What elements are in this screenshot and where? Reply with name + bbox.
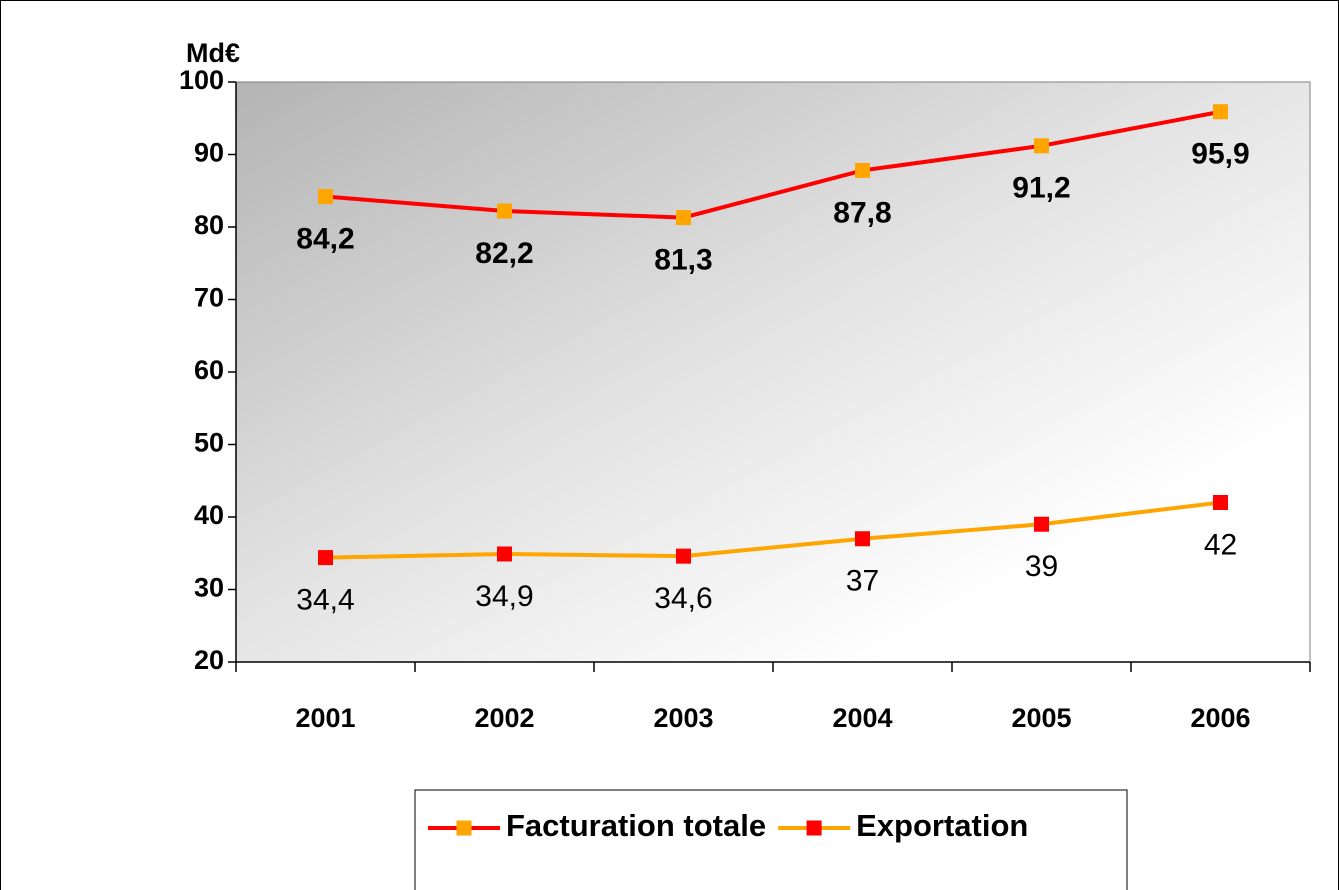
y-tick-label: 90 (194, 138, 224, 168)
plot-area (235, 81, 1311, 663)
data-label: 84,2 (296, 222, 354, 255)
data-point (318, 189, 333, 205)
data-label: 81,3 (654, 243, 712, 276)
x-tick-label: 2005 (1011, 703, 1071, 733)
data-label: 37 (846, 565, 879, 598)
data-label: 34,6 (654, 582, 712, 615)
data-label: 39 (1025, 550, 1058, 583)
data-point (676, 548, 691, 564)
data-point (1213, 495, 1228, 510)
data-point (855, 162, 870, 178)
x-tick-label: 2002 (474, 703, 534, 733)
legend-label: Exportation (856, 808, 1028, 843)
y-tick-label: 40 (194, 500, 224, 530)
data-label: 42 (1204, 528, 1237, 561)
legend-marker (806, 820, 822, 836)
legend-label: Facturation totale (506, 808, 766, 843)
y-tick-label: 70 (194, 283, 224, 313)
x-tick-label: 2001 (295, 703, 355, 733)
y-tick-label: 50 (194, 428, 224, 458)
data-point (676, 210, 691, 226)
data-point (497, 546, 512, 562)
y-tick-label: 60 (194, 355, 224, 385)
data-point (1213, 104, 1228, 120)
data-label: 34,4 (296, 584, 354, 617)
y-tick-label: 100 (179, 65, 224, 95)
data-label: 87,8 (833, 196, 891, 229)
data-point (855, 531, 870, 547)
data-point (318, 550, 333, 566)
data-point (1034, 138, 1049, 154)
y-axis-label: Md€ (186, 38, 240, 68)
data-label: 95,9 (1191, 138, 1249, 171)
y-tick-label: 80 (194, 210, 224, 240)
x-tick-label: 2003 (653, 703, 713, 733)
series-line (325, 500, 1221, 560)
data-label: 34,9 (475, 580, 533, 613)
data-point (497, 203, 512, 219)
x-tick-label: 2004 (832, 703, 892, 733)
legend-marker (456, 820, 472, 836)
data-label: 91,2 (1012, 172, 1070, 205)
legend (414, 789, 1128, 890)
x-tick-label: 2006 (1190, 703, 1250, 733)
series-line (325, 109, 1221, 220)
y-tick-label: 30 (194, 573, 224, 603)
data-point (1034, 516, 1049, 532)
data-label: 82,2 (475, 237, 533, 270)
y-tick-label: 20 (194, 645, 224, 675)
